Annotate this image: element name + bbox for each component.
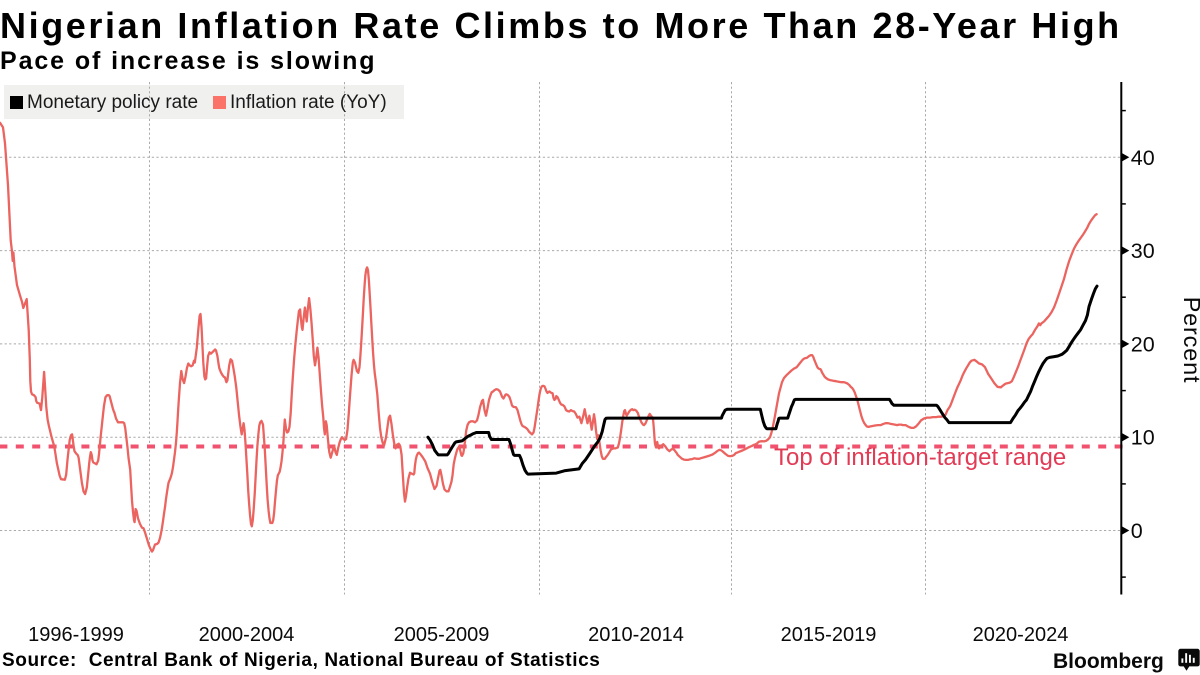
svg-text:20: 20: [1131, 332, 1155, 356]
svg-text:10: 10: [1131, 426, 1155, 450]
svg-text:0: 0: [1131, 519, 1143, 543]
svg-text:Percent: Percent: [1179, 297, 1200, 384]
svg-text:40: 40: [1131, 146, 1155, 170]
svg-text:30: 30: [1131, 239, 1155, 263]
